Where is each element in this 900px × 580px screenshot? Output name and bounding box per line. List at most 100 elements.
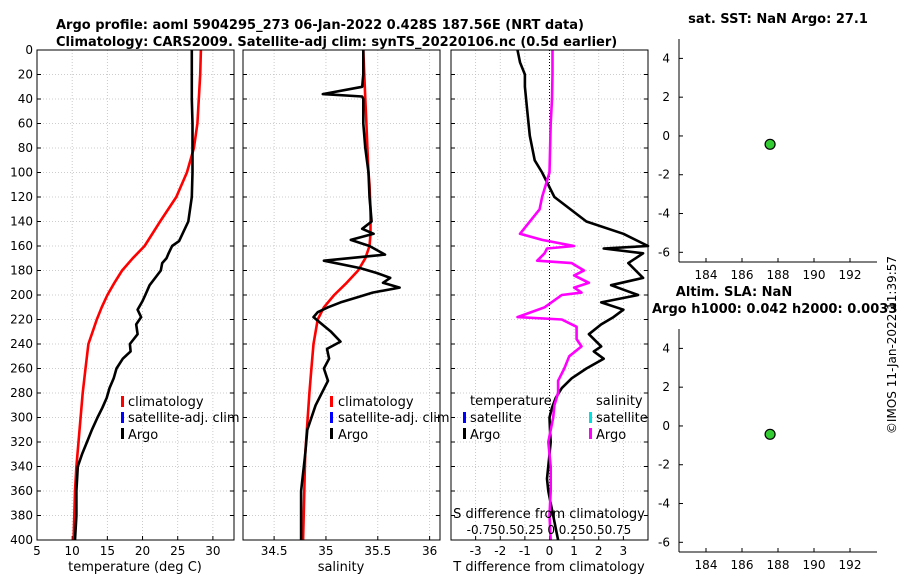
y-tick-label: 60	[18, 117, 33, 131]
sla-panel: 4 2 0 -2 -4 -6 184 186 188 190 192	[658, 329, 877, 572]
x-tick-label: 36	[422, 544, 437, 558]
legend-label-climatology: climatology	[128, 395, 204, 410]
legend-label-climatology: climatology	[338, 395, 414, 410]
x-tick-label: -1	[519, 544, 531, 558]
y-tick-label: 120	[10, 190, 33, 204]
s-difference-ticklabels: -0.750.50.25 0 0.250.50.75	[467, 523, 632, 537]
y-tick-label: 80	[18, 141, 33, 155]
x-tick-label: 2	[595, 544, 603, 558]
y-tick-label: 360	[10, 484, 33, 498]
x-tick-label: 190	[803, 558, 826, 572]
y-tick-label: 300	[10, 411, 33, 425]
legend-label-satellite: satellite	[596, 411, 648, 426]
temperature-xlabel: temperature (deg C)	[68, 560, 202, 575]
axis-border	[450, 49, 649, 541]
legend-swatch-satellite	[589, 412, 592, 423]
title-line-1: Argo profile: aoml 5904295_273 06-Jan-20…	[56, 18, 584, 33]
x-tick-label: -3	[470, 544, 482, 558]
y-tick-label: 4	[662, 341, 670, 355]
plot-area	[679, 39, 877, 262]
y-tick-label: 0	[662, 129, 670, 143]
argo-point-marker	[764, 138, 776, 150]
legend-label-satellite: satellite-adj. clim	[338, 411, 450, 426]
argo-point-marker	[764, 428, 776, 440]
salinity-panel: 34.5 35 35.5 36	[242, 49, 441, 558]
gridlines	[243, 49, 440, 541]
x-tick-label: 186	[731, 268, 754, 282]
x-tick-label: 186	[731, 558, 754, 572]
x-tick-label: 0	[546, 544, 554, 558]
x-tick-label: 25	[170, 544, 185, 558]
legend-swatch-satellite	[121, 412, 124, 423]
y-tick-label: 20	[18, 68, 33, 82]
x-tick-label: 1	[570, 544, 578, 558]
x-tick-label: 184	[695, 268, 718, 282]
x-tick-label: 188	[767, 268, 790, 282]
y-tick-label: 0	[25, 43, 33, 57]
legend-label-satellite: satellite	[470, 411, 522, 426]
title-line-2: Climatology: CARS2009. Satellite-adj cli…	[56, 35, 617, 50]
s-difference-label: S difference from climatology	[453, 507, 645, 522]
y-tick-label: 0	[662, 419, 670, 433]
x-tick-label: 34.5	[261, 544, 288, 558]
difference-xlabel: T difference from climatology	[452, 560, 645, 575]
legend-swatch-satellite	[463, 412, 466, 423]
y-tick-label: 4	[662, 51, 670, 65]
y-tick-label: -6	[658, 245, 670, 259]
x-tick-label: 15	[100, 544, 115, 558]
x-tick-label: 5	[33, 544, 41, 558]
imos-credit: ©IMOS 11-Jan-2022 11:39:57	[885, 256, 899, 434]
y-tick-label: -4	[658, 207, 670, 221]
x-tick-label: 192	[839, 268, 862, 282]
y-tick-label: -2	[658, 168, 670, 182]
y-tick-label: 260	[10, 362, 33, 376]
legend-label-satellite: satellite-adj. clim	[128, 411, 240, 426]
y-tick-label: 160	[10, 239, 33, 253]
legend-label-argo: Argo	[596, 428, 626, 443]
series-line-argo	[73, 50, 194, 541]
legend-swatch-climatology	[121, 396, 124, 407]
y-tick-label: -2	[658, 458, 670, 472]
sst-title: sat. SST: NaN Argo: 27.1	[688, 12, 868, 27]
series-line-s-difference-argo	[516, 50, 591, 541]
x-tick-label: 192	[839, 558, 862, 572]
y-tick-label: 100	[10, 166, 33, 180]
x-tick-label: 35.5	[364, 544, 391, 558]
y-tick-label: 280	[10, 386, 33, 400]
legend-swatch-argo	[463, 428, 466, 439]
x-tick-label: 10	[65, 544, 80, 558]
difference-legend-salinity: salinity satellite Argo	[589, 394, 648, 443]
legend-title-salinity: salinity	[596, 394, 643, 409]
axis-border	[242, 49, 441, 541]
x-tick-label: 188	[767, 558, 790, 572]
gridlines	[451, 49, 648, 541]
axis-border	[36, 49, 235, 541]
y-tick-label: 200	[10, 288, 33, 302]
legend-title-temperature: temperature	[470, 394, 552, 409]
difference-legend-temperature: temperature satellite Argo	[463, 394, 552, 443]
sla-subtitle: Argo h1000: 0.042 h2000: 0.0033	[652, 302, 897, 317]
x-tick-label: 184	[695, 558, 718, 572]
temperature-legend: climatology satellite-adj. clim Argo	[121, 395, 240, 443]
plot-area	[679, 329, 877, 552]
legend-swatch-argo	[330, 428, 333, 439]
series-line-argo	[299, 50, 401, 540]
legend-label-argo: Argo	[470, 428, 500, 443]
y-tick-label: 40	[18, 92, 33, 106]
y-tick-label: 220	[10, 313, 33, 327]
legend-label-argo: Argo	[128, 428, 158, 443]
legend-swatch-argo	[589, 428, 592, 439]
legend-swatch-climatology	[330, 396, 333, 407]
plot-area	[242, 49, 441, 541]
y-tick-label: -6	[658, 535, 670, 549]
y-tick-label: 400	[10, 533, 33, 547]
legend-label-argo: Argo	[338, 428, 368, 443]
x-tick-label: 190	[803, 268, 826, 282]
salinity-legend: climatology satellite-adj. clim Argo	[330, 395, 450, 443]
x-tick-label: 20	[135, 544, 150, 558]
sst-panel: 4 2 0 -2 -4 -6 184 186 188 190 192	[658, 39, 877, 282]
x-tick-label: 3	[620, 544, 628, 558]
y-tick-label: 140	[10, 215, 33, 229]
x-tick-label: 30	[205, 544, 220, 558]
